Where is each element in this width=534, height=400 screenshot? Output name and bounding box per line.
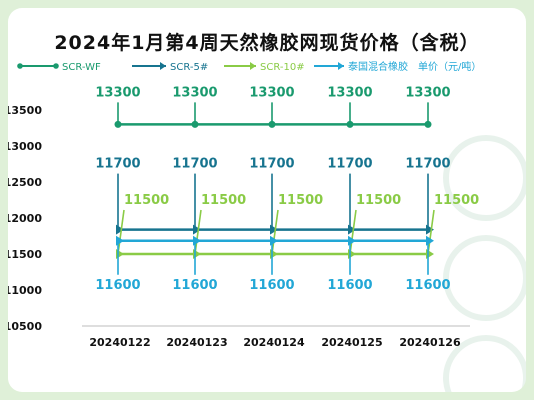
- data-label: 11700: [172, 157, 217, 172]
- chart-card: 2024年1月第4周天然橡胶网现货价格（含税） 1350013000125001…: [8, 8, 526, 392]
- x-tick-label: 20240123: [166, 336, 227, 349]
- legend-marker: [53, 63, 59, 69]
- legend-label: SCR-5#: [170, 62, 208, 73]
- legend-marker: [17, 63, 23, 69]
- data-label: 11500: [201, 193, 246, 208]
- data-label: 11700: [405, 157, 450, 172]
- data-label-connector: [349, 209, 357, 255]
- y-tick-label: 13500: [8, 104, 42, 117]
- data-label: 11600: [405, 278, 450, 293]
- y-tick-label: 12000: [8, 212, 42, 225]
- legend-marker: [250, 62, 256, 70]
- data-label-connector: [427, 209, 435, 255]
- data-label: 11700: [95, 157, 140, 172]
- y-tick-label: 11000: [8, 284, 42, 297]
- legend-unit-label: 单价（元/吨）: [418, 60, 481, 73]
- data-label: 11500: [356, 193, 401, 208]
- data-label-connector: [117, 209, 125, 255]
- data-label: 11600: [327, 278, 372, 293]
- y-tick-label: 10500: [8, 320, 42, 333]
- x-tick-label: 20240126: [399, 336, 461, 349]
- data-label: 11500: [434, 193, 479, 208]
- legend-label: SCR-10#: [260, 62, 305, 73]
- x-tick-label: 20240122: [89, 336, 150, 349]
- data-label: 11600: [172, 278, 217, 293]
- x-tick-label: 20240125: [321, 336, 382, 349]
- data-label: 13300: [249, 85, 294, 100]
- data-label: 11700: [327, 157, 372, 172]
- data-label: 13300: [95, 85, 140, 100]
- data-label: 11700: [249, 157, 294, 172]
- data-label-connector: [271, 209, 279, 255]
- x-tick-label: 20240124: [243, 336, 305, 349]
- legend-marker: [160, 62, 166, 70]
- legend-label: SCR-WF: [62, 62, 101, 73]
- legend-marker: [338, 62, 344, 70]
- data-label: 11500: [124, 193, 169, 208]
- chart-plot: 13500 13000 12500 12000 11500 11000 10500 20240…: [8, 60, 481, 349]
- data-label: 13300: [327, 85, 372, 100]
- data-label: 11600: [95, 278, 140, 293]
- y-tick-label: 11500: [8, 248, 42, 261]
- y-tick-label: 12500: [8, 176, 42, 189]
- legend-label: 泰国混合橡胶: [348, 60, 408, 73]
- y-tick-label: 13000: [8, 140, 42, 153]
- chart-title: 2024年1月第4周天然橡胶网现货价格（含税）: [54, 32, 480, 54]
- data-label: 11500: [278, 193, 323, 208]
- data-label: 13300: [405, 85, 450, 100]
- data-label: 11600: [249, 278, 294, 293]
- data-label: 13300: [172, 85, 217, 100]
- data-label-connector: [194, 209, 202, 255]
